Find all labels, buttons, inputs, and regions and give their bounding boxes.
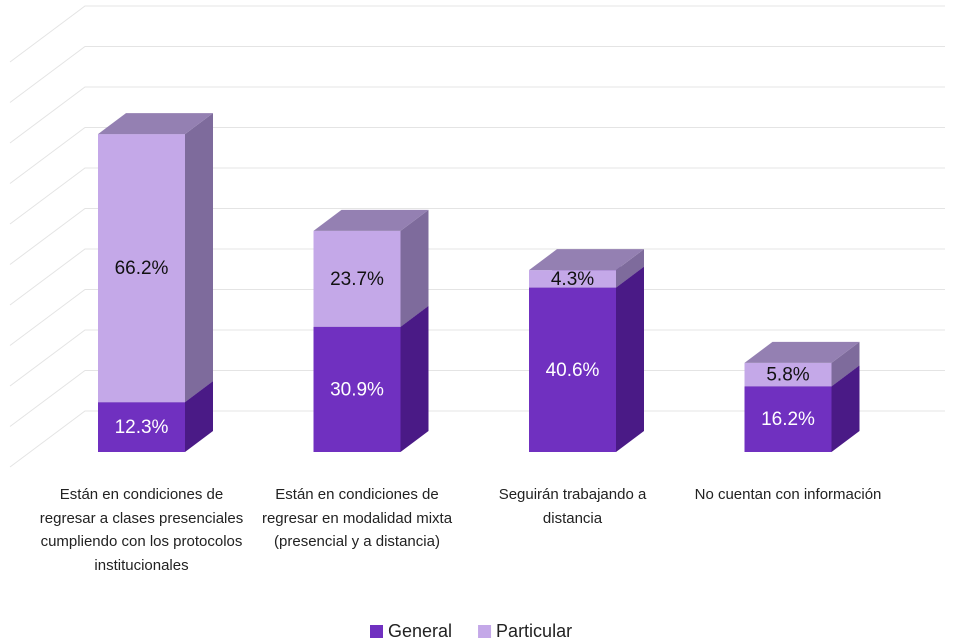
bar-side [185,113,213,403]
bar [313,326,401,452]
bar-side [616,266,644,452]
legend-swatch [370,625,383,638]
value-label: 12.3% [115,417,169,438]
bar-side [831,341,860,387]
x-tick-label: Están en condiciones de regresar a clase… [39,486,244,574]
legend-label: Particular [496,621,572,640]
grid-line [9,127,945,184]
x-tick-label: Están en condiciones de regresar en moda… [261,486,453,550]
x-tick-label: No cuentan con información [694,486,882,503]
bar-side [400,305,429,452]
bar-top [529,249,644,271]
bar [313,230,401,327]
grid-line [9,167,945,225]
grid-line [9,5,945,63]
grid-line [9,46,945,103]
value-label: 40.6% [546,360,600,381]
bar-side [831,365,860,452]
x-tick-label: Seguirán trabajando a distancia [498,486,647,527]
value-label: 5.8% [766,365,809,386]
legend-label: General [388,621,452,640]
bar [744,362,832,387]
bar [744,386,832,452]
bar [98,134,185,403]
grid-line [9,370,945,427]
grid-line [9,248,945,306]
grid-line [9,329,945,387]
bar [529,287,616,452]
value-label: 23.7% [330,269,384,290]
bar [529,270,616,288]
value-label: 4.3% [551,269,594,290]
legend-swatch [478,625,492,638]
bar-top [313,209,429,231]
grid-line [9,410,945,468]
grid-line [9,208,945,265]
value-label: 30.9% [330,379,384,400]
bar-top [744,341,860,363]
bar-side [185,381,213,452]
grid-line [9,289,945,346]
bar [98,402,185,452]
bar-top [98,113,213,135]
value-label: 66.2% [115,258,169,279]
grid-line [9,86,945,144]
bar-side [400,209,429,327]
bar-side [616,249,644,288]
value-label: 16.2% [761,409,815,430]
